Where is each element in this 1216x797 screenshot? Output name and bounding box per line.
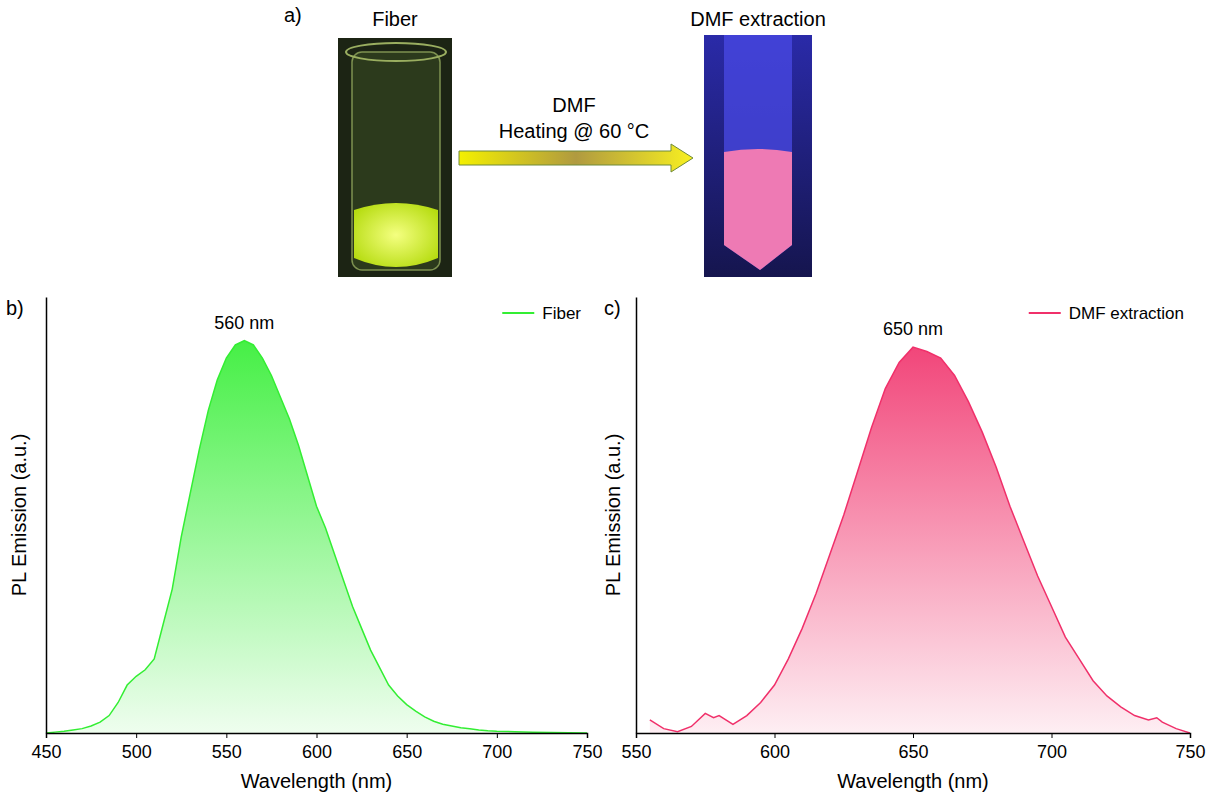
tick-label: 600 bbox=[302, 742, 332, 762]
photo bbox=[704, 35, 812, 277]
tick: 700 bbox=[1037, 733, 1067, 762]
legend-swatch bbox=[502, 312, 534, 314]
tick-mark bbox=[775, 733, 776, 738]
tick-label: 550 bbox=[621, 742, 651, 762]
axis-line bbox=[46, 298, 48, 734]
tick: 600 bbox=[760, 733, 790, 762]
tick: 650 bbox=[392, 733, 422, 762]
y-axis bbox=[46, 298, 47, 734]
y-axis bbox=[636, 298, 637, 734]
scheme: a) Fiber DMF extraction DMF Heating @ 60 °C bbox=[284, 4, 826, 277]
peak-label: 560 nm bbox=[214, 313, 274, 333]
tick-mark bbox=[46, 733, 47, 738]
tick: 750 bbox=[572, 733, 602, 762]
plot-area bbox=[650, 347, 1190, 733]
panel-letter: b) bbox=[6, 297, 24, 319]
tick-label: 450 bbox=[31, 742, 61, 762]
tick-mark bbox=[497, 733, 498, 738]
tick: 550 bbox=[621, 733, 651, 762]
chart-panel: 560 nm Fiber 450 500 550 600 650 700 750 Waveleng… bbox=[6, 297, 603, 792]
x-axis-title: Wavelength (nm) bbox=[241, 770, 393, 792]
tick-mark bbox=[226, 733, 227, 738]
tick-mark bbox=[1052, 733, 1053, 738]
arrow bbox=[459, 144, 693, 172]
spectrum-area bbox=[650, 347, 1190, 733]
axis-line bbox=[47, 734, 588, 739]
tick-mark bbox=[317, 733, 318, 738]
x-axis: 550 600 650 700 750 bbox=[621, 733, 1205, 762]
figure: a) Fiber DMF extraction DMF Heating @ 60 °C 5… bbox=[0, 0, 1216, 797]
tick: 650 bbox=[898, 733, 928, 762]
vial-rim bbox=[346, 43, 446, 61]
spectrum-area bbox=[46, 341, 587, 733]
panel-letter: a) bbox=[284, 4, 302, 26]
extract-liquid bbox=[724, 149, 792, 270]
legend-swatch bbox=[1029, 312, 1061, 314]
tick-label: 650 bbox=[392, 742, 422, 762]
tick: 700 bbox=[482, 733, 512, 762]
tube bbox=[724, 35, 792, 270]
photo bbox=[338, 38, 452, 277]
tick-mark bbox=[587, 733, 588, 738]
tick: 550 bbox=[212, 733, 242, 762]
tick-label: 750 bbox=[1175, 742, 1205, 762]
vial bbox=[352, 52, 440, 270]
legend-label: Fiber bbox=[542, 304, 581, 323]
tick: 600 bbox=[302, 733, 332, 762]
tick-mark bbox=[636, 733, 637, 738]
arrow-label: Heating @ 60 °C bbox=[499, 120, 650, 142]
photo-label: DMF extraction bbox=[690, 8, 826, 30]
chart-panel: 650 nm DMF extraction 550 600 650 700 750 Wavel… bbox=[602, 297, 1206, 792]
tick-mark bbox=[136, 733, 137, 738]
axis-line bbox=[636, 298, 638, 734]
tick-label: 750 bbox=[572, 742, 602, 762]
tick-label: 700 bbox=[482, 742, 512, 762]
axis-line bbox=[637, 734, 1191, 739]
y-axis-title: PL Emission (a.u.) bbox=[8, 434, 30, 597]
tick-label: 600 bbox=[760, 742, 790, 762]
x-axis: 450 500 550 600 650 700 750 bbox=[31, 733, 602, 762]
tick: 500 bbox=[122, 733, 152, 762]
tick-label: 500 bbox=[122, 742, 152, 762]
spectrum-line bbox=[46, 341, 587, 733]
tick-mark bbox=[1190, 733, 1191, 738]
tick-label: 700 bbox=[1037, 742, 1067, 762]
fiber-sample bbox=[354, 203, 438, 267]
peak-label: 650 nm bbox=[883, 319, 943, 339]
plot-area bbox=[46, 341, 587, 733]
spectrum-line bbox=[650, 347, 1190, 733]
tick-label: 650 bbox=[898, 742, 928, 762]
tick: 750 bbox=[1175, 733, 1205, 762]
photo-label: Fiber bbox=[372, 8, 418, 30]
arrow-label: DMF bbox=[552, 94, 595, 116]
tick-mark bbox=[407, 733, 408, 738]
legend-label: DMF extraction bbox=[1069, 304, 1184, 323]
y-axis-title: PL Emission (a.u.) bbox=[602, 434, 624, 597]
panel-letter: c) bbox=[604, 297, 621, 319]
tick-label: 550 bbox=[212, 742, 242, 762]
tick: 450 bbox=[31, 733, 61, 762]
tick-mark bbox=[913, 733, 914, 738]
x-axis-title: Wavelength (nm) bbox=[837, 770, 989, 792]
